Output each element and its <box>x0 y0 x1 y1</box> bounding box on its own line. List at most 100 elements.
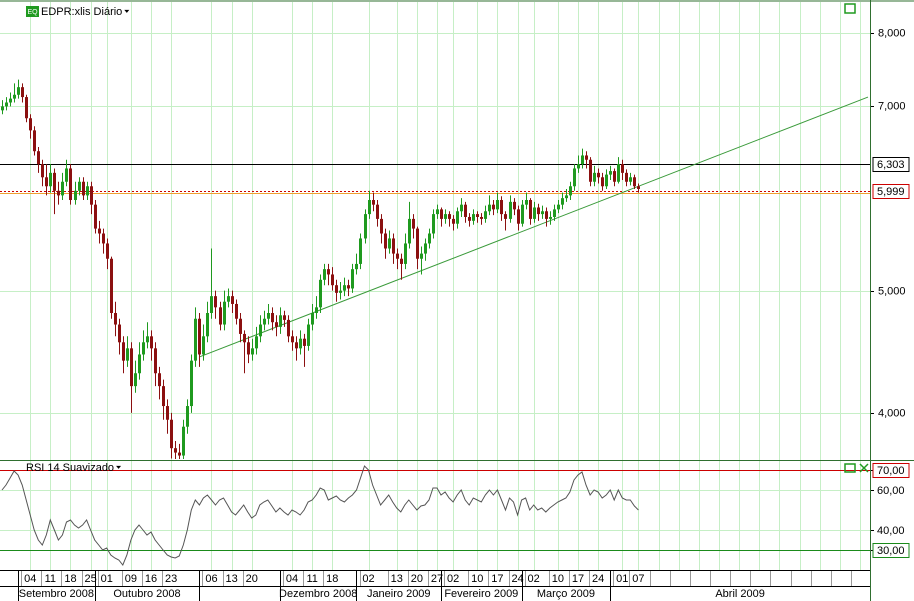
candle-body <box>74 190 77 201</box>
candle-body <box>319 279 322 308</box>
x-tick-label: 02 <box>362 573 374 585</box>
instrument-icon[interactable] <box>26 6 39 17</box>
candle-body <box>114 313 117 325</box>
candle-body <box>368 200 371 215</box>
candle-body <box>492 204 495 210</box>
month-label: Outubro 2008 <box>113 588 180 600</box>
candle-body <box>57 190 60 196</box>
x-tick-label: 09 <box>125 573 137 585</box>
candle-body <box>247 342 250 355</box>
x-tick-label: 23 <box>165 573 177 585</box>
chart-title[interactable]: EDPR:xlis Diário <box>41 6 122 18</box>
x-tick-label: 17 <box>491 573 503 585</box>
candle-body <box>537 207 540 215</box>
x-tick-label: 18 <box>64 573 76 585</box>
candle-body <box>533 207 536 219</box>
candle-body <box>146 336 149 343</box>
candle-body <box>504 214 507 219</box>
candle-body <box>243 333 246 343</box>
rsi-maximize-button[interactable] <box>844 463 856 473</box>
candle-body <box>110 258 113 314</box>
candle-body <box>251 348 254 355</box>
candle-body <box>53 172 56 191</box>
candle-body <box>174 448 177 453</box>
candle-body <box>388 238 391 249</box>
candle-body <box>178 452 181 456</box>
maximize-button[interactable] <box>844 3 856 14</box>
candle-body <box>412 218 415 229</box>
candle-body <box>557 204 560 210</box>
rsi-level-box <box>872 463 910 478</box>
price-pane <box>0 79 870 459</box>
candle-body <box>380 218 383 234</box>
candle-body <box>464 204 467 217</box>
candle-body <box>351 269 354 289</box>
x-tick-label: 11 <box>45 573 56 585</box>
candle-body <box>392 238 395 254</box>
candle-body <box>315 307 318 314</box>
x-tick-label: 13 <box>391 573 403 585</box>
candle-body <box>25 97 28 119</box>
x-tick-label: 02 <box>447 573 459 585</box>
month-label: Fevereiro 2009 <box>444 588 518 600</box>
candle-body <box>78 181 81 191</box>
candle-body <box>476 214 479 217</box>
candle-body <box>460 204 463 212</box>
candle-body <box>331 274 334 286</box>
candle-body <box>170 419 173 449</box>
candle-body <box>13 94 16 99</box>
candle-body <box>295 342 298 349</box>
candle-body <box>347 285 350 289</box>
candle-body <box>49 172 52 187</box>
candle-body <box>541 211 544 215</box>
month-label: Dezembro 2008 <box>279 588 357 600</box>
candle-body <box>94 204 97 229</box>
rsi-title[interactable]: RSI 14 Suavizado <box>26 462 114 474</box>
month-label: Abril 2009 <box>715 588 765 600</box>
y-tick-label: 8,000 <box>878 27 906 39</box>
candle-body <box>239 318 242 334</box>
candle-body <box>355 263 358 270</box>
candle-body <box>545 211 548 219</box>
trend-line <box>199 96 869 358</box>
candle-body <box>569 186 572 196</box>
candle-body <box>69 168 72 201</box>
candle-body <box>529 200 532 219</box>
month-label: Março 2009 <box>537 588 595 600</box>
candle-body <box>190 360 193 407</box>
month-label: Setembro 2008 <box>19 588 94 600</box>
x-tick-label: 01 <box>101 573 113 585</box>
candle-body <box>444 214 447 219</box>
grid-layer <box>0 2 870 570</box>
candle-body <box>428 233 431 244</box>
candle-body <box>517 209 520 224</box>
x-tick-label: 04 <box>24 573 36 585</box>
candle-body <box>597 172 600 178</box>
menu-arrow <box>116 465 122 469</box>
candle-body <box>214 296 217 308</box>
candle-body <box>311 313 314 325</box>
candle-body <box>613 171 616 182</box>
candle-body <box>335 285 338 293</box>
x-tick-label: 06 <box>205 573 217 585</box>
candle-body <box>186 406 189 427</box>
candle-body <box>525 200 528 205</box>
level-label-box <box>872 157 910 172</box>
candle-body <box>118 324 121 343</box>
x-tick-label: 27 <box>431 573 443 585</box>
candle-body <box>496 200 499 210</box>
candle-body <box>384 233 387 249</box>
level-label: 6,303 <box>877 159 905 171</box>
rsi-close-button[interactable] <box>859 463 869 473</box>
candle-body <box>339 290 342 293</box>
rsi-pane <box>0 465 870 566</box>
candle-body <box>372 200 375 205</box>
candle-body <box>404 243 407 264</box>
candle-body <box>255 336 258 349</box>
candle-body <box>605 174 608 187</box>
candle-body <box>307 324 310 346</box>
candle-body <box>33 130 36 152</box>
candle-body <box>219 307 222 325</box>
x-tick-label: 25 <box>85 573 97 585</box>
